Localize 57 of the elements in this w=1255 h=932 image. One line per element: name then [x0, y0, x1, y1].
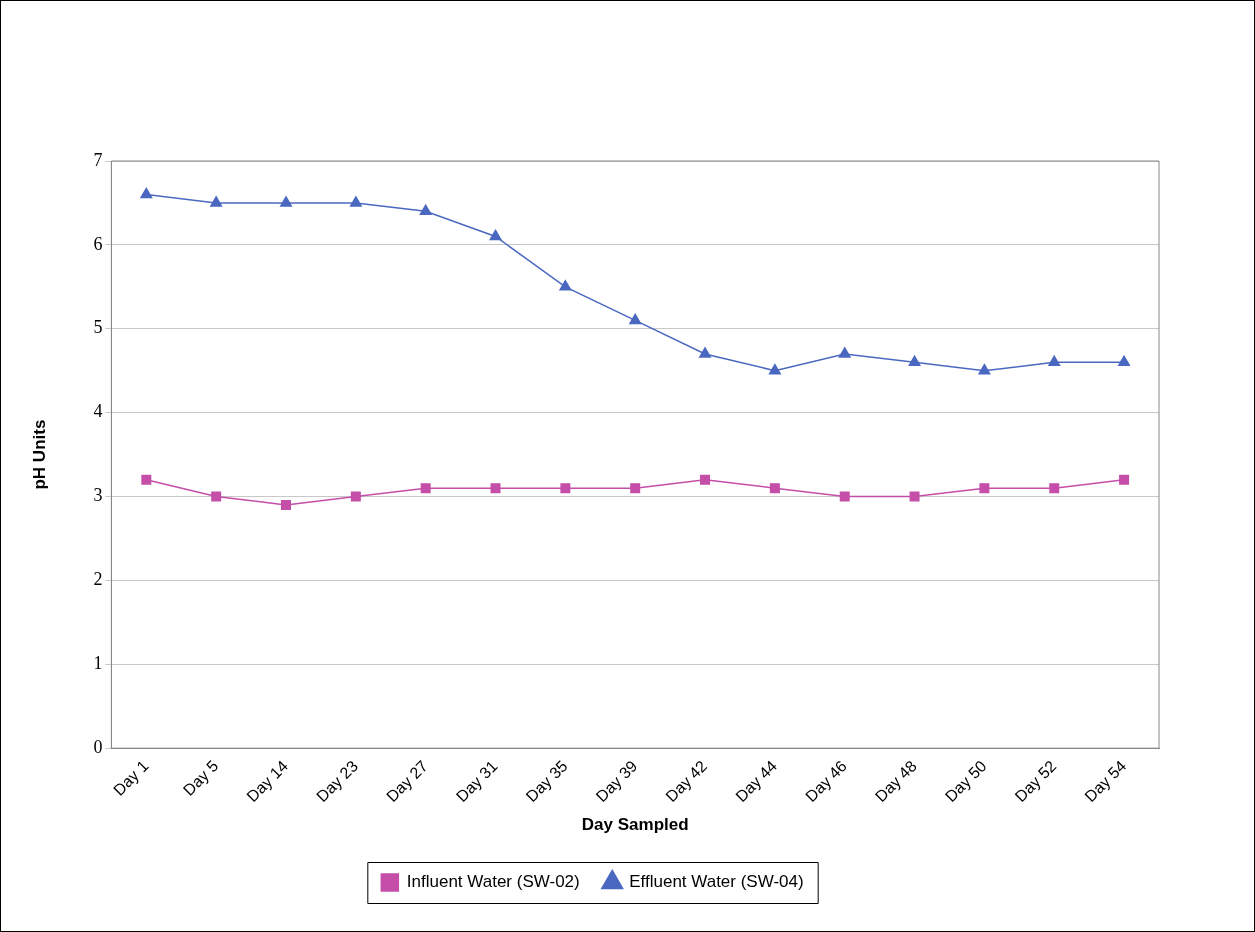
x-tick-label: Day 39 — [592, 757, 641, 806]
point — [839, 491, 850, 502]
point — [281, 499, 291, 510]
x-tick-label: Day 35 — [522, 757, 571, 806]
point — [908, 355, 921, 367]
point — [419, 204, 432, 216]
x-tick-label: Day 1 — [109, 757, 152, 799]
x-tick-label: Day 14 — [243, 757, 292, 806]
point — [768, 363, 781, 375]
x-tick-label: Day 54 — [1081, 757, 1130, 806]
point — [630, 483, 641, 494]
point — [769, 483, 780, 494]
point — [1119, 474, 1130, 485]
point — [700, 474, 711, 485]
y-tick-label: 4 — [93, 401, 103, 422]
y-axis-title: pH Units — [29, 419, 49, 490]
legend-label: Effluent Water (SW-04) — [629, 872, 804, 892]
x-axis-title: Day Sampled — [581, 815, 689, 835]
point — [489, 229, 502, 241]
point — [838, 347, 851, 358]
y-tick-label: 5 — [93, 317, 103, 338]
point — [490, 483, 501, 494]
point — [909, 491, 920, 502]
x-tick-label: Day 5 — [179, 757, 222, 799]
x-tick-label: Day 42 — [662, 757, 711, 806]
point — [210, 196, 223, 207]
x-tick-label: Day 46 — [802, 757, 851, 806]
point — [1048, 355, 1061, 367]
point — [1118, 355, 1131, 367]
x-tick-label: Day 31 — [452, 757, 501, 806]
x-tick-label: Day 52 — [1011, 757, 1060, 806]
point — [559, 280, 572, 291]
y-tick-label: 3 — [93, 485, 103, 506]
point — [349, 196, 362, 207]
point — [629, 313, 642, 325]
point — [1049, 483, 1060, 494]
x-tick-label: Day 27 — [383, 757, 431, 806]
x-tick-label: Day 50 — [941, 757, 990, 806]
point — [979, 483, 990, 494]
point — [280, 196, 292, 207]
point — [350, 491, 361, 502]
point — [560, 483, 571, 494]
point — [140, 187, 153, 199]
point — [211, 491, 222, 502]
x-tick-label: Day 23 — [313, 757, 362, 806]
y-tick-label: 0 — [93, 736, 103, 757]
x-tick-label: Day 48 — [871, 757, 920, 806]
point — [699, 347, 711, 358]
point — [420, 483, 431, 494]
point — [978, 363, 991, 375]
y-tick-label: 7 — [93, 149, 103, 170]
y-tick-label: 2 — [93, 569, 103, 590]
legend-label: Influent Water (SW-02) — [406, 872, 580, 892]
point — [141, 474, 152, 485]
x-tick-label: Day 44 — [732, 757, 781, 806]
y-tick-label: 1 — [93, 653, 103, 674]
y-tick-label: 6 — [93, 233, 103, 254]
